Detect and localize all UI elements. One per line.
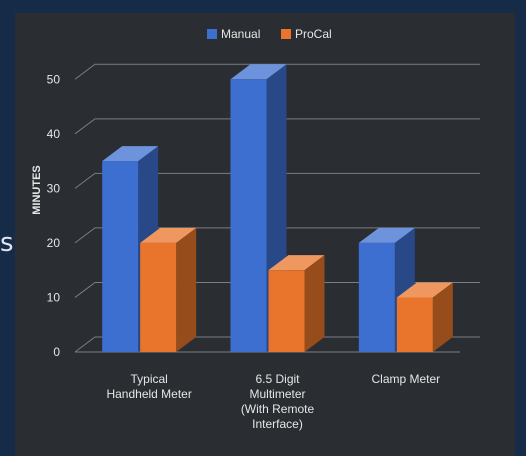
gridline	[74, 227, 480, 244]
x-tick-label: 6.5 Digit Multimeter (With Remote Interface…	[241, 372, 315, 431]
bar-front	[102, 161, 139, 352]
gridline	[74, 118, 480, 135]
bar-top	[102, 146, 159, 162]
bar-front	[230, 79, 267, 352]
bar-top	[396, 282, 453, 298]
x-tick-label: Typical Handheld Meter	[106, 372, 191, 401]
bar-side	[432, 282, 453, 352]
bar	[268, 255, 325, 352]
bar-top	[230, 64, 287, 80]
legend-item: ProCal	[281, 27, 332, 41]
x-tick-label: Clamp Meter	[371, 372, 440, 386]
bar-front	[268, 270, 305, 352]
bar-top	[140, 227, 197, 243]
bar-side	[176, 227, 197, 352]
bar-top	[268, 255, 325, 271]
gridline	[74, 281, 480, 298]
legend-swatch	[207, 29, 217, 39]
legend-label: ProCal	[295, 27, 332, 41]
bar-series	[102, 64, 453, 352]
gridline	[74, 336, 480, 353]
x-axis-labels: Typical Handheld Meter 6.5 Digit Multimeter…	[106, 372, 440, 431]
y-tick-label: 0	[53, 345, 60, 359]
bar	[396, 282, 453, 352]
y-axis-label: MINUTES	[31, 165, 43, 215]
legend-swatch	[281, 29, 291, 39]
grid-lines	[74, 63, 480, 353]
legend-item: Manual	[207, 27, 260, 41]
legend-label: Manual	[221, 27, 260, 41]
bar-front	[140, 242, 177, 352]
legend: Manual ProCal	[207, 27, 332, 41]
y-tick-label: 40	[47, 127, 61, 141]
y-tick-label: 10	[47, 290, 61, 304]
y-tick-label: 30	[47, 181, 61, 195]
bar-front	[358, 242, 395, 352]
slide-edge-text: s	[0, 228, 14, 258]
bar-front	[396, 297, 433, 352]
y-tick-label: 20	[47, 236, 61, 250]
gridline	[74, 172, 480, 189]
y-axis-ticks: 0 10 20 30 40 50	[47, 72, 61, 359]
y-tick-label: 50	[47, 72, 61, 86]
gridline	[74, 63, 480, 80]
bar-top	[358, 227, 415, 243]
bar	[140, 227, 197, 352]
bar-side	[304, 255, 325, 352]
